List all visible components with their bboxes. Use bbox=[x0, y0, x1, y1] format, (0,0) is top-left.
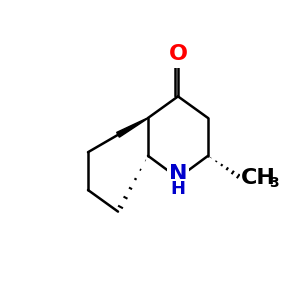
Text: 3: 3 bbox=[269, 176, 279, 190]
Text: H: H bbox=[170, 180, 185, 198]
Text: N: N bbox=[169, 164, 187, 184]
Text: CH: CH bbox=[241, 168, 276, 188]
Polygon shape bbox=[117, 118, 148, 137]
Text: O: O bbox=[169, 44, 188, 64]
